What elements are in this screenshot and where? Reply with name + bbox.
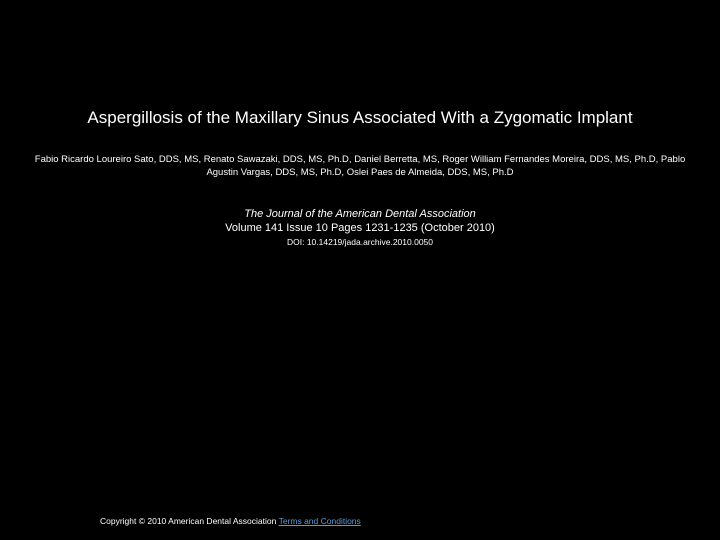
volume-info: Volume 141 Issue 10 Pages 1231-1235 (Oct… [0,222,720,234]
terms-conditions-link[interactable]: Terms and Conditions [279,516,361,526]
copyright-line: Copyright © 2010 American Dental Associa… [100,516,361,526]
article-title: Aspergillosis of the Maxillary Sinus Ass… [0,108,720,128]
journal-name: The Journal of the American Dental Assoc… [0,208,720,220]
doi-text: DOI: 10.14219/jada.archive.2010.0050 [0,237,720,247]
article-authors: Fabio Ricardo Loureiro Sato, DDS, MS, Re… [0,154,720,180]
copyright-text: Copyright © 2010 American Dental Associa… [100,516,279,526]
